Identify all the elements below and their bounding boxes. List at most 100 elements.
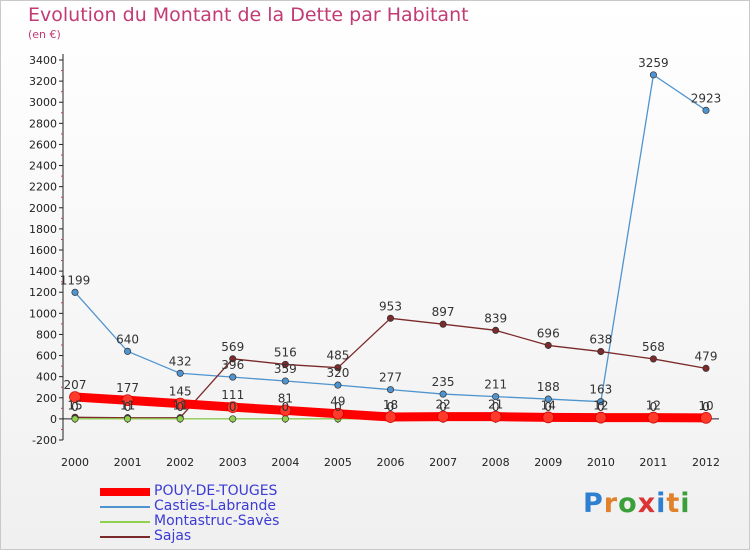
x-tick-label: 2010 (587, 456, 615, 469)
legend-label: Montastruc-Savès (154, 513, 280, 529)
data-point (702, 106, 710, 114)
y-tick-label: 400 (36, 371, 57, 384)
data-label: 0 (334, 400, 342, 414)
data-label: 21 (488, 398, 503, 412)
x-tick-label: 2008 (482, 456, 510, 469)
data-label: 177 (116, 381, 139, 395)
data-label: 15 (67, 398, 82, 412)
x-tick-label: 2009 (534, 456, 562, 469)
axes: -200020040060080010001200140016001800200… (29, 54, 720, 469)
data-label: 320 (326, 366, 349, 380)
chart-title: Evolution du Montant de la Dette par Hab… (28, 4, 469, 26)
x-tick-label: 2002 (166, 456, 194, 469)
data-label: 0 (71, 400, 79, 414)
data-label: 2923 (691, 91, 722, 105)
data-label: 396 (221, 358, 244, 372)
x-tick-label: 2011 (639, 456, 667, 469)
data-label: 359 (274, 362, 297, 376)
data-point (437, 410, 449, 423)
data-label: 516 (274, 345, 297, 359)
data-label: 568 (642, 340, 665, 354)
data-label: 897 (432, 305, 455, 319)
data-point (176, 415, 184, 423)
data-point (226, 401, 239, 414)
y-tick-label: 1800 (29, 223, 57, 236)
proxiti-logo: Proxiti (583, 488, 691, 519)
data-label: 81 (278, 391, 293, 405)
x-tick-label: 2004 (271, 456, 299, 469)
y-tick-label: 3200 (29, 75, 57, 88)
data-point (700, 411, 712, 424)
data-label: 640 (116, 332, 139, 346)
line-chart: -200020040060080010001200140016001800200… (29, 54, 722, 469)
data-label: 0 (439, 400, 447, 414)
data-point (71, 288, 79, 296)
data-label: 569 (221, 340, 244, 354)
y-tick-label: 2200 (29, 181, 57, 194)
data-label: 0 (229, 400, 237, 414)
y-tick-label: 600 (36, 350, 57, 363)
data-point (121, 394, 134, 407)
x-tick-label: 2003 (219, 456, 247, 469)
data-point (174, 397, 187, 410)
data-point (492, 326, 500, 334)
data-labels: 15 11 11 569 516 485 953 897 839 696 638 568 479 1199… (60, 56, 722, 414)
data-point (597, 398, 605, 406)
data-point (384, 411, 397, 423)
data-label: 3259 (638, 56, 669, 70)
logo-letter: P (583, 488, 604, 519)
y-tick-label: 3400 (29, 54, 57, 67)
data-point (594, 411, 607, 424)
data-label: 479 (695, 349, 718, 363)
y-tick-label: 200 (36, 392, 57, 405)
data-label: 145 (169, 385, 192, 399)
data-point (544, 341, 552, 349)
chart-unit: (en €) (28, 28, 61, 41)
data-label: 22 (435, 398, 450, 412)
y-tick-label: 2800 (29, 117, 57, 130)
data-point (281, 377, 289, 385)
data-label: 111 (221, 388, 244, 402)
data-point (702, 364, 710, 372)
data-point (124, 347, 132, 355)
y-tick-label: 2600 (29, 138, 57, 151)
data-label: 188 (537, 380, 560, 394)
logo-letter: t (666, 488, 681, 519)
legend-swatch (100, 506, 150, 508)
data-point (597, 347, 605, 356)
data-label: 0 (387, 400, 395, 414)
data-label: 10 (698, 399, 713, 413)
legend-swatch (100, 521, 150, 523)
y-tick-label: 1600 (29, 244, 57, 257)
data-label: 432 (169, 354, 192, 368)
data-point (71, 415, 79, 423)
data-label: 0 (544, 400, 552, 414)
logo-letter: i (680, 488, 691, 519)
legend-label: Casties-Labrande (154, 498, 276, 514)
data-label: 839 (484, 311, 507, 325)
data-label: 0 (597, 400, 605, 414)
y-tick-label: 1200 (29, 286, 57, 299)
logo-letter: i (656, 488, 667, 519)
data-label: 11 (120, 399, 135, 413)
y-tick-label: 3000 (29, 96, 57, 109)
data-label: 12 (593, 399, 608, 413)
x-tick-label: 2001 (114, 456, 142, 469)
data-point (439, 320, 447, 328)
data-point (176, 369, 184, 377)
data-label: 0 (176, 400, 184, 414)
data-point (649, 71, 657, 79)
x-tick-label: 2000 (61, 456, 89, 469)
data-point (489, 410, 502, 423)
data-point (281, 415, 289, 423)
data-point (647, 411, 660, 424)
y-tick-label: 0 (50, 413, 57, 426)
x-tick-label: 2006 (377, 456, 405, 469)
data-label: 207 (64, 378, 87, 392)
y-tick-label: 2400 (29, 160, 57, 173)
data-label: 0 (492, 400, 500, 414)
logo-letter: x (637, 488, 657, 519)
y-tick-label: 2000 (29, 202, 57, 215)
data-point (542, 411, 555, 424)
